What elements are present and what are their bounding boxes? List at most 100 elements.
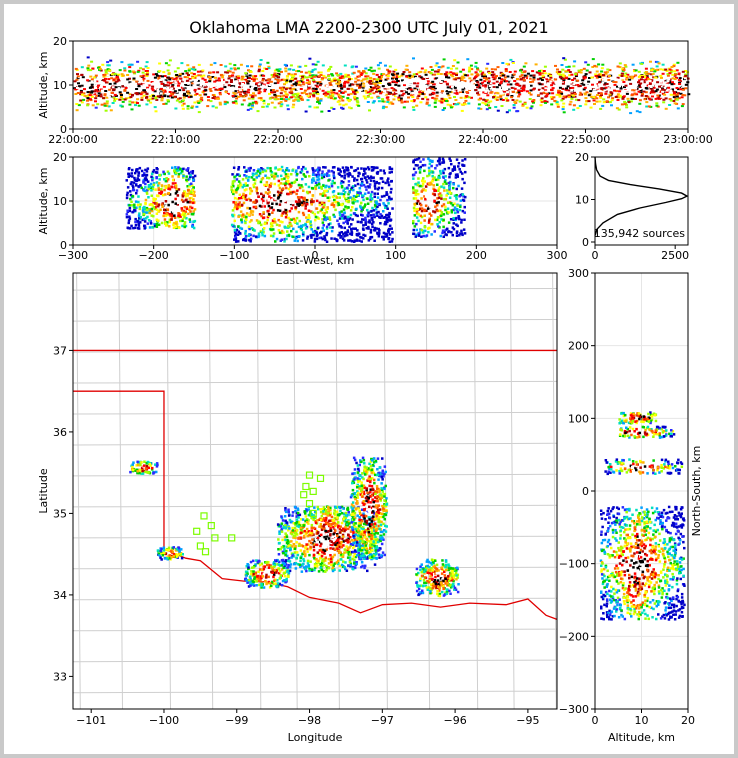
east-west-cell xyxy=(152,201,155,204)
east-west-cell xyxy=(318,182,321,186)
east-west-cell xyxy=(235,188,238,192)
time-height-cell xyxy=(495,93,499,96)
time-height-cell xyxy=(584,97,588,100)
east-west-cell xyxy=(241,178,245,181)
time-height-cell xyxy=(189,94,193,97)
time-height-cell xyxy=(568,74,572,77)
time-height-cell xyxy=(250,65,254,68)
time-height-cell xyxy=(574,73,578,76)
east-west-cell xyxy=(177,201,180,204)
time-height-cell xyxy=(269,78,273,81)
time-height-cell xyxy=(625,89,629,92)
time-height-cell xyxy=(218,91,222,94)
east-west-cell xyxy=(332,174,335,177)
east-west-cell xyxy=(334,201,337,204)
time-height-cell xyxy=(377,67,381,70)
time-height-cell xyxy=(450,67,453,70)
time-height-cell xyxy=(549,80,553,83)
time-height-cell xyxy=(665,91,669,93)
time-height-cell xyxy=(644,91,648,94)
time-height-cell xyxy=(160,87,163,90)
time-height-cell xyxy=(387,83,391,86)
time-height-cell xyxy=(479,107,483,110)
time-height-cell xyxy=(653,82,657,85)
east-west-cell xyxy=(260,197,264,201)
time-height-cell xyxy=(206,84,210,87)
time-height-cell xyxy=(540,79,544,81)
time-height-cell xyxy=(561,73,565,76)
time-height-cell xyxy=(499,94,503,97)
time-height-cell xyxy=(424,81,428,84)
east-west-cell xyxy=(330,182,334,186)
time-height-cell xyxy=(115,76,119,78)
east-west-cell xyxy=(325,216,329,219)
time-height-cell xyxy=(354,77,358,80)
east-west-cell xyxy=(277,194,280,198)
time-height-cell xyxy=(170,85,174,88)
time-height-cell xyxy=(389,101,393,104)
east-west-cell xyxy=(325,231,329,235)
time-height-cell xyxy=(248,74,252,77)
east-west-cell xyxy=(186,192,189,196)
east-west-cell xyxy=(343,191,347,194)
time-height-cell xyxy=(88,94,92,97)
time-height-cell xyxy=(663,84,667,87)
east-west-cell xyxy=(306,237,309,240)
time-height-cell xyxy=(111,86,115,89)
time-height-cell xyxy=(201,77,205,80)
time-height-cell xyxy=(432,92,436,95)
time-height-cell xyxy=(240,78,244,81)
east-west-cell xyxy=(376,188,380,191)
east-west-cell xyxy=(138,212,141,215)
time-height-cell xyxy=(640,94,644,97)
east-west-cell xyxy=(328,170,331,173)
time-height-cell xyxy=(312,90,315,93)
time-height-cell xyxy=(136,70,140,73)
time-height-cell xyxy=(538,73,542,76)
time-height-cell xyxy=(425,76,429,78)
east-west-cell xyxy=(347,215,350,219)
east-west-cell xyxy=(237,184,240,187)
time-height-cell xyxy=(234,78,238,81)
east-west-cell xyxy=(321,218,324,221)
time-height-cell xyxy=(192,68,195,71)
time-height-cell xyxy=(386,86,390,89)
time-height-cell xyxy=(447,89,451,92)
east-west-cell xyxy=(248,207,252,210)
time-height-cell xyxy=(476,83,480,86)
time-height-cell xyxy=(516,78,520,80)
time-height-cell xyxy=(206,105,210,108)
time-height-cell xyxy=(592,99,596,102)
time-height-cell xyxy=(622,81,626,83)
time-height-cell xyxy=(218,103,222,106)
east-west-cell xyxy=(365,188,368,191)
time-height-cell xyxy=(565,87,568,90)
east-west-cell xyxy=(266,215,270,219)
east-west-cell xyxy=(251,174,255,177)
time-height-cell xyxy=(297,83,301,86)
time-height-cell xyxy=(232,101,236,104)
time-height-cell xyxy=(676,80,680,83)
east-west-cell xyxy=(280,229,284,233)
east-west-cell xyxy=(337,167,340,170)
east-west-cell xyxy=(141,174,145,177)
time-height-cell xyxy=(221,91,225,94)
time-height-cell xyxy=(257,84,260,87)
east-west-cell xyxy=(382,210,385,213)
east-west-cell xyxy=(255,186,258,189)
time-height-cell xyxy=(377,89,381,91)
time-height-cell xyxy=(474,89,478,92)
east-west-cell xyxy=(318,236,321,240)
east-west-cell xyxy=(378,229,381,232)
time-height-cell xyxy=(223,75,227,78)
east-west-cell xyxy=(308,175,311,178)
east-west-cell xyxy=(188,197,191,200)
time-height-cell xyxy=(347,100,351,103)
east-west-cell xyxy=(347,196,350,200)
time-height-cell xyxy=(216,89,220,91)
time-height-cell xyxy=(416,97,420,100)
east-west-cell xyxy=(322,214,326,217)
east-west-cell xyxy=(424,198,427,201)
time-height-cell xyxy=(96,103,100,106)
east-west-cell xyxy=(333,181,336,185)
